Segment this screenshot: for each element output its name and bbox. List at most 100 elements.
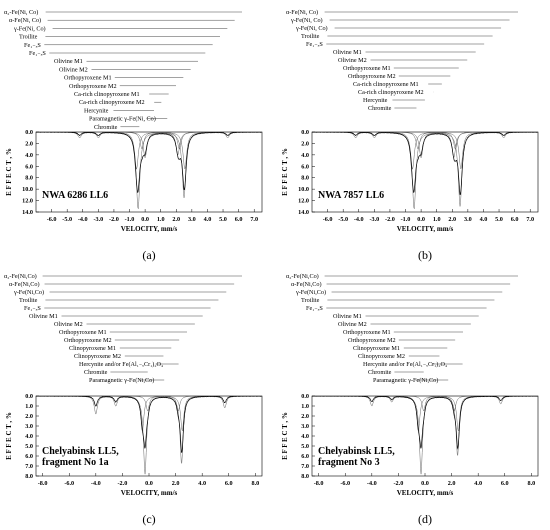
panel-d: α₂-Fe(Ni,Co) α-Fe(Ni,Co) γ-Fe(Ni,Co) Troili…: [278, 266, 548, 528]
y-tick-label: 0.0: [301, 393, 309, 400]
component-curve: [312, 132, 538, 150]
component-label: Paramagnetic γ-Fe(Ni, Co): [89, 116, 156, 123]
component-label: γ-Fe(Ni, Co): [290, 17, 323, 24]
panel-a: α₂-Fe(Ni, Co) α-Fe(Ni, Co) γ-Fe(Ni, Co) Tro…: [2, 2, 272, 264]
x-tick-label: 0.0: [145, 480, 153, 487]
component-label: Olivine M1: [333, 49, 362, 56]
sample-label: Chelyabinsk LL5,: [42, 446, 119, 457]
component-label: Olivine M2: [54, 321, 83, 328]
y-tick-label: 4.0: [301, 433, 309, 440]
x-tick-label: 4.0: [198, 480, 206, 487]
chart-svg: α₂-Fe(Ni, Co)α-Fe(Ni, Co)γ-Fe(Ni, Co) Tro…: [4, 9, 263, 262]
sample-label: Chelyabinsk LL5,: [318, 446, 395, 457]
x-tick-label: -6.0: [323, 216, 333, 223]
y-tick-label: 2.0: [25, 140, 33, 147]
sample-label: fragment No 3: [318, 457, 380, 468]
total-spectrum: [36, 132, 262, 194]
panel-b: α-Fe(Ni, Co) γ-Fe(Ni, Co) γ-Fe(Ni, Co) Troi…: [278, 2, 548, 264]
y-tick-label: 5.0: [25, 443, 33, 450]
component-label: γ-Fe(Ni, Co): [295, 25, 328, 32]
x-tick-label: -4.0: [91, 480, 101, 487]
sample-label: NWA 7857 LL6: [318, 190, 384, 201]
x-tick-label: 8.0: [251, 480, 259, 487]
component-label: Fe₁₋ₓS: [24, 305, 41, 312]
x-axis-label: VELOCITY, mm/s: [397, 225, 454, 233]
x-tick-label: -2.0: [385, 216, 395, 223]
x-tick-label: 0.0: [421, 480, 429, 487]
x-tick-label: -6.0: [64, 480, 74, 487]
sample-label: fragment No 1a: [42, 457, 109, 468]
x-tick-label: -4.0: [354, 216, 364, 223]
y-axis-label: E F F E C T , %: [5, 148, 13, 196]
component-label: α-Fe(Ni,Co): [9, 281, 40, 288]
x-tick-label: 3.0: [464, 216, 472, 223]
x-tick-label: 7.0: [526, 216, 534, 223]
x-tick-label: -2.0: [118, 480, 128, 487]
y-tick-label: 12.0: [298, 198, 309, 205]
x-axis-label: VELOCITY, mm/s: [121, 489, 178, 497]
x-tick-label: -5.0: [338, 216, 348, 223]
component-label: Orthopyroxene M2: [348, 337, 396, 344]
chart-svg: α₂-Fe(Ni,Co)α-Fe(Ni,Co)γ-Fe(Ni,Co)Troili…: [4, 273, 263, 526]
component-label: Olivine M1: [333, 313, 362, 320]
component-label: γ-Fe(Ni, Co): [13, 25, 46, 32]
x-tick-label: 1.0: [433, 216, 441, 223]
component-curve: [36, 132, 262, 159]
component-curve: [312, 132, 538, 159]
y-tick-label: 14.0: [22, 209, 33, 216]
y-tick-label: 8.0: [25, 473, 33, 480]
component-label: Orthopyroxene M2: [348, 73, 396, 80]
y-tick-label: 6.0: [301, 163, 309, 170]
x-tick-label: -2.0: [394, 480, 404, 487]
y-tick-label: 7.0: [301, 463, 309, 470]
y-tick-label: 8.0: [25, 175, 33, 182]
panel-label: (d): [418, 512, 432, 526]
x-tick-label: 2.0: [172, 216, 180, 223]
component-label: α-Fe(Ni, Co): [286, 9, 318, 16]
x-tick-label: 3.0: [188, 216, 196, 223]
x-tick-label: -3.0: [369, 216, 379, 223]
component-label: γ-Fe(Ni,Co): [295, 289, 326, 296]
component-label: α₂-Fe(Ni,Co): [286, 273, 319, 280]
x-tick-label: 6.0: [511, 216, 519, 223]
component-label: Hercynite and/or Fe(Al₁₋ₓCr₁)₂O₄: [79, 361, 163, 368]
component-curve: [36, 396, 262, 412]
component-label: Ca-rich clinopyroxene M2: [79, 99, 145, 106]
component-label: Paramagnetic γ-Fe(Ni,Co): [89, 377, 154, 384]
chart-svg: α₂-Fe(Ni,Co)α-Fe(Ni,Co)γ-Fe(Ni,Co)Troili…: [281, 273, 539, 526]
total-spectrum: [36, 396, 262, 453]
sample-label: NWA 6286 LL6: [42, 190, 108, 201]
component-label: α-Fe(Ni, Co): [9, 17, 41, 24]
component-label: Olivine M1: [29, 313, 58, 320]
x-tick-label: 6.0: [225, 480, 233, 487]
y-tick-label: 2.0: [25, 413, 33, 420]
y-tick-label: 8.0: [301, 473, 309, 480]
y-tick-label: 3.0: [301, 423, 309, 430]
component-label: Fe₁₋ₓS: [306, 41, 323, 48]
y-tick-label: 4.0: [301, 152, 309, 159]
component-label: Troilite: [19, 297, 38, 304]
y-tick-label: 4.0: [25, 152, 33, 159]
x-tick-label: 4.0: [480, 216, 488, 223]
y-axis-label: E F F E C T , %: [281, 148, 289, 196]
component-label: α₂-Fe(Ni, Co): [4, 9, 38, 16]
x-tick-label: -2.0: [109, 216, 119, 223]
total-spectrum: [312, 396, 538, 450]
x-tick-label: 6.0: [235, 216, 243, 223]
y-tick-label: 14.0: [298, 209, 309, 216]
x-tick-label: 2.0: [172, 480, 180, 487]
x-tick-label: -1.0: [125, 216, 135, 223]
x-tick-label: -3.0: [93, 216, 103, 223]
y-axis-label: E F F E C T , %: [281, 412, 289, 460]
x-tick-label: -4.0: [367, 480, 377, 487]
component-label: Ca-rich clinopyroxene M1: [353, 81, 419, 88]
component-label: Orthopyroxene M1: [64, 75, 112, 82]
x-tick-label: 7.0: [250, 216, 258, 223]
component-label: Olivine M2: [338, 321, 367, 328]
panel-label: (c): [142, 512, 155, 526]
panel-label: (b): [418, 248, 432, 262]
component-label: Fe₁₋ₓS: [29, 50, 46, 57]
y-tick-label: 0.0: [301, 129, 309, 136]
component-curve: [36, 132, 262, 150]
y-tick-label: 7.0: [25, 463, 33, 470]
